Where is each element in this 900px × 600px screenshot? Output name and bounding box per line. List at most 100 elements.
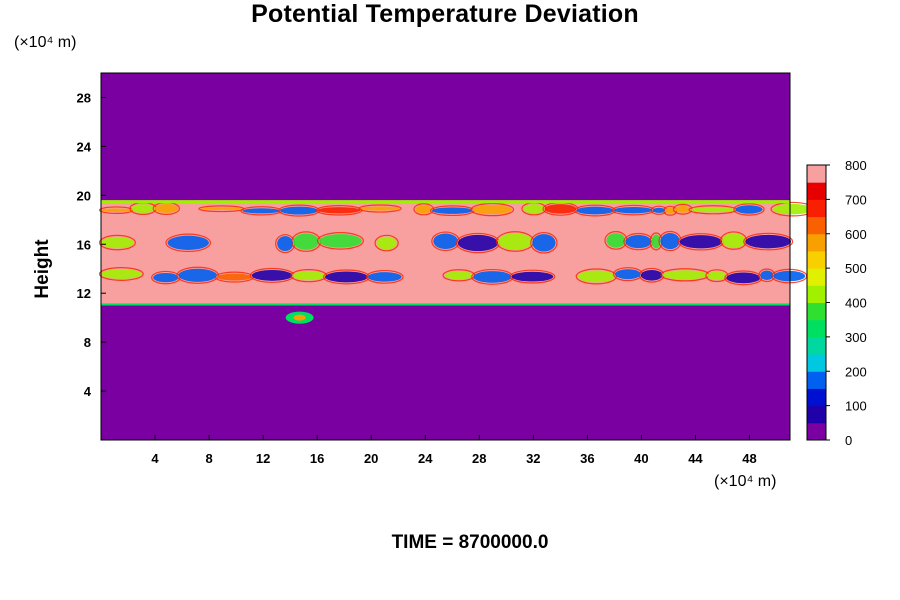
heatmap-feature bbox=[652, 207, 666, 213]
colorbar-swatch bbox=[807, 405, 826, 424]
heatmap-feature bbox=[662, 270, 708, 280]
heatmap-feature bbox=[325, 271, 368, 283]
heatmap-feature bbox=[444, 271, 474, 280]
heatmap-feature bbox=[722, 233, 746, 248]
heatmap-feature-edge bbox=[413, 203, 435, 216]
x-tick-label: 44 bbox=[688, 451, 703, 466]
colorbar-swatch bbox=[807, 422, 826, 441]
heatmap-feature bbox=[773, 270, 806, 282]
colorbar-swatch bbox=[807, 285, 826, 303]
heatmap-feature bbox=[432, 207, 473, 214]
colorbar-swatch bbox=[807, 319, 826, 338]
heatmap-feature-edge bbox=[165, 233, 212, 253]
heatmap-feature bbox=[101, 208, 132, 212]
y-tick-label: 4 bbox=[84, 384, 92, 399]
heatmap-feature bbox=[376, 236, 397, 250]
heatmap-feature bbox=[576, 206, 614, 215]
heatmap-feature bbox=[319, 234, 362, 248]
colorbar-tick-label: 200 bbox=[845, 364, 867, 379]
heatmap-feature bbox=[367, 272, 402, 282]
colorbar-tick-label: 800 bbox=[845, 158, 867, 173]
x-tick-label: 4 bbox=[151, 451, 159, 466]
colorbar-tick-label: 0 bbox=[845, 433, 852, 448]
heatmap-feature bbox=[200, 207, 243, 211]
heatmap-feature bbox=[511, 271, 554, 282]
heatmap-band bbox=[101, 200, 790, 306]
heatmap-feature bbox=[415, 205, 433, 214]
heatmap-feature bbox=[614, 269, 641, 280]
band-bottom-edge bbox=[101, 303, 790, 306]
colorbar-swatch bbox=[807, 233, 826, 252]
x-tick-label: 32 bbox=[526, 451, 540, 466]
colorbar-tick-label: 400 bbox=[845, 296, 867, 311]
y-tick-label: 20 bbox=[77, 188, 91, 203]
colorbar-swatch bbox=[807, 182, 826, 200]
heatmap-feature bbox=[674, 205, 691, 213]
heatmap-feature bbox=[760, 270, 774, 280]
y-tick-label: 16 bbox=[77, 237, 91, 252]
heatmap-feature-edge bbox=[743, 232, 794, 251]
heatmap-feature bbox=[101, 269, 142, 279]
colorbar-swatch bbox=[807, 302, 826, 321]
x-tick-label: 36 bbox=[580, 451, 594, 466]
heatmap-feature bbox=[745, 234, 792, 249]
heatmap-feature bbox=[625, 235, 652, 249]
heatmap-feature bbox=[690, 207, 736, 213]
colorbar-tick-label: 700 bbox=[845, 192, 867, 207]
heatmap-feature-edge bbox=[733, 203, 765, 216]
heatmap-feature bbox=[251, 269, 293, 281]
x-tick-label: 40 bbox=[634, 451, 648, 466]
heatmap-feature-edge bbox=[705, 269, 729, 283]
time-footer: TIME = 8700000.0 bbox=[391, 532, 549, 553]
y-axis-units: (×10⁴ m) bbox=[14, 34, 77, 51]
y-tick-label: 24 bbox=[77, 139, 92, 154]
x-tick-label: 20 bbox=[364, 451, 378, 466]
heatmap-feature bbox=[242, 208, 281, 214]
heatmap-feature bbox=[544, 204, 577, 214]
plot-frame bbox=[100, 72, 791, 441]
colorbar-tick-label: 300 bbox=[845, 330, 867, 345]
heatmap-feature-edge bbox=[176, 266, 220, 284]
x-tick-label: 48 bbox=[742, 451, 756, 466]
heatmap-feature bbox=[277, 236, 294, 252]
heatmap-feature-edge bbox=[365, 269, 404, 284]
colorbar-tick-label: 600 bbox=[845, 227, 867, 242]
colorbar-swatch bbox=[807, 199, 826, 218]
band-top-edge bbox=[101, 200, 790, 204]
heatmap-feature bbox=[178, 268, 217, 282]
heatmap-feature bbox=[640, 269, 663, 281]
colorbar-swatch bbox=[807, 388, 826, 407]
heatmap-feature bbox=[433, 233, 458, 249]
heatmap-feature bbox=[457, 234, 499, 252]
heatmap-feature bbox=[280, 206, 318, 215]
heatmap-feature-edge bbox=[509, 269, 556, 284]
heatmap-feature bbox=[167, 235, 209, 250]
colorbar-swatch bbox=[807, 216, 826, 235]
y-tick-label: 8 bbox=[84, 335, 91, 350]
heatmap-feature bbox=[613, 206, 653, 214]
heatmap-feature bbox=[153, 272, 179, 283]
colorbar-swatch bbox=[807, 371, 826, 389]
heatmap-feature bbox=[523, 204, 545, 214]
chart-title: Potential Temperature Deviation bbox=[251, 0, 639, 28]
heatmap-feature-edge bbox=[530, 232, 558, 254]
heatmap-feature bbox=[472, 205, 513, 215]
heatmap-blob-core bbox=[293, 314, 306, 321]
heatmap-feature-edge bbox=[98, 234, 136, 251]
colorbar-swatch bbox=[807, 268, 826, 286]
heatmap-feature bbox=[216, 273, 252, 281]
heatmap-feature bbox=[577, 270, 615, 283]
heatmap-feature bbox=[726, 272, 761, 284]
colorbar-tick-label: 100 bbox=[845, 399, 867, 414]
colorbar-tick-label: 500 bbox=[845, 261, 867, 276]
heatmap-feature bbox=[660, 233, 680, 250]
x-tick-label: 24 bbox=[418, 451, 433, 466]
heatmap-feature bbox=[154, 204, 178, 213]
x-tick-label: 8 bbox=[205, 451, 212, 466]
heatmap-feature-edge bbox=[98, 267, 144, 281]
heatmap-feature bbox=[651, 234, 661, 249]
heatmap-feature bbox=[293, 233, 320, 250]
heatmap-feature bbox=[707, 271, 727, 281]
heatmap-feature-edge bbox=[316, 232, 365, 250]
